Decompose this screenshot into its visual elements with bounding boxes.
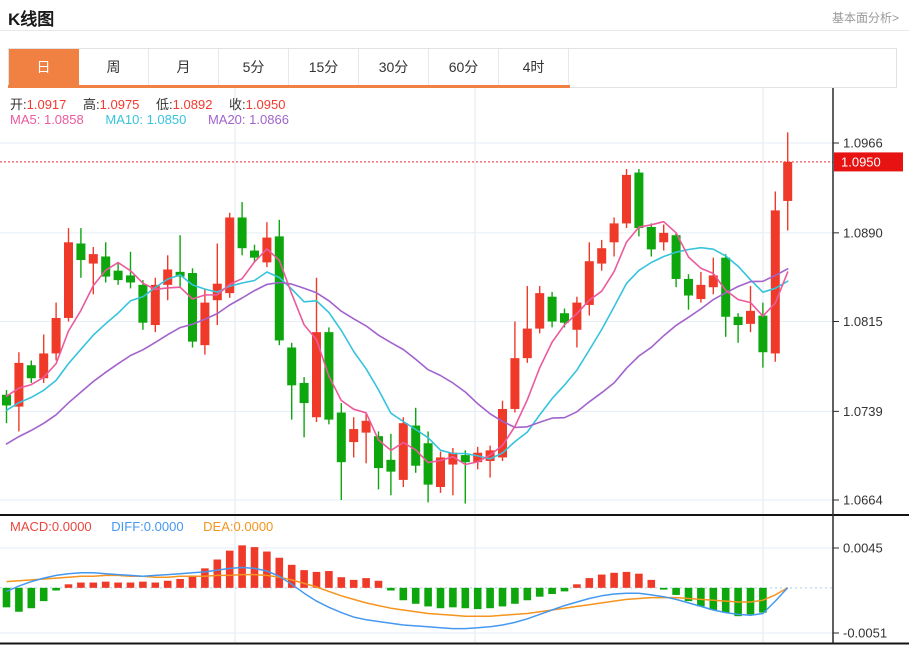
price-tick-label: 1.0815 bbox=[843, 314, 883, 329]
tab-week[interactable]: 周 bbox=[79, 49, 149, 86]
price-tick-label: 1.0890 bbox=[843, 225, 883, 240]
price-tick-label: 1.0966 bbox=[843, 136, 883, 151]
tab-15min[interactable]: 15分 bbox=[289, 49, 359, 86]
fundamental-analysis-link[interactable]: 基本面分析> bbox=[831, 11, 899, 25]
interval-tab-bar: 日 周 月 5分 15分 30分 60分 4时 bbox=[8, 48, 897, 88]
tab-day[interactable]: 日 bbox=[9, 49, 79, 86]
tab-5min[interactable]: 5分 bbox=[219, 49, 289, 86]
header-divider bbox=[0, 30, 909, 31]
last-price-badge-text: 1.0950 bbox=[841, 154, 881, 169]
tab-60min[interactable]: 60分 bbox=[429, 49, 499, 86]
tab-month[interactable]: 月 bbox=[149, 49, 219, 86]
price-tick-label: 1.0739 bbox=[843, 404, 883, 419]
macd-tick-label: -0.0051 bbox=[843, 626, 887, 641]
kline-chart-canvas[interactable]: 1.0966 1.0890 1.0815 1.0739 1.0664 0.0045 -0.0… bbox=[0, 88, 909, 647]
price-tick-label: 1.0664 bbox=[843, 493, 883, 508]
page-title: K线图 bbox=[8, 10, 55, 29]
tab-underline bbox=[8, 85, 570, 88]
macd-tick-label: 0.0045 bbox=[843, 541, 883, 556]
tab-30min[interactable]: 30分 bbox=[359, 49, 429, 86]
last-price-badge bbox=[834, 152, 903, 172]
tab-4hour[interactable]: 4时 bbox=[499, 49, 569, 86]
